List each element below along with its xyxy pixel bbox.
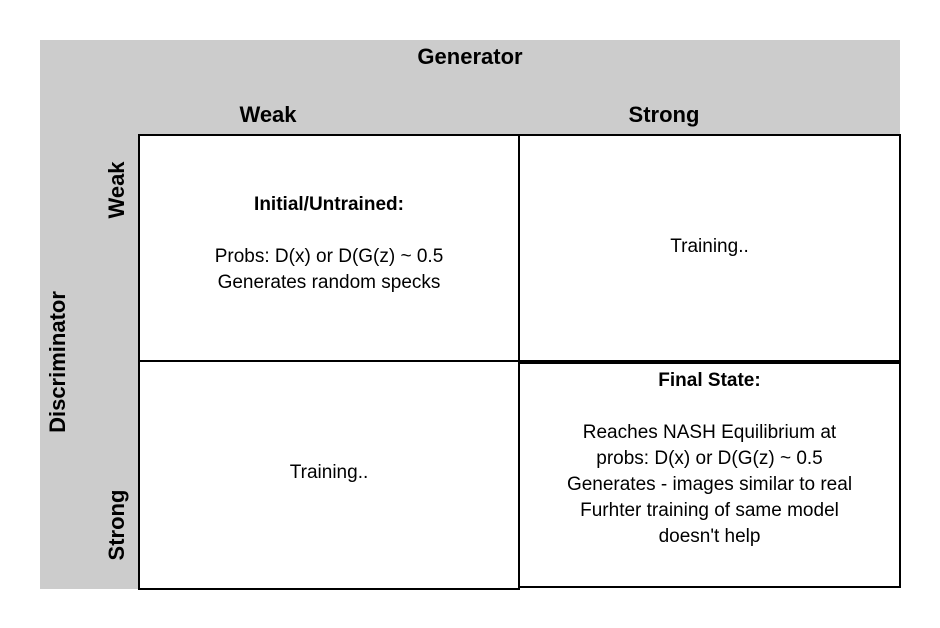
cell-line: doesn't help — [658, 526, 761, 547]
cell-title: Initial/Untrained: — [254, 194, 404, 215]
discriminator-header-band — [40, 135, 139, 589]
row-header-strong: Strong — [104, 489, 129, 561]
cell-weak-discriminator-weak-generator: Initial/Untrained: Probs: D(x) or D(G(z)… — [138, 134, 520, 362]
row-header-weak: Weak — [104, 161, 129, 219]
column-header-strong: Strong — [628, 102, 700, 127]
cell-content: Final State: Reaches NASH Equilibrium at… — [520, 368, 899, 550]
cell-text: Training.. — [670, 236, 749, 257]
cell-line: Probs: D(x) or D(G(z) ~ 0.5 — [214, 246, 444, 267]
cell-line: probs: D(x) or D(G(z) ~ 0.5 — [596, 448, 823, 469]
cell-line: Reaches NASH Equilibrium at — [582, 422, 837, 443]
cell-text: Training.. — [289, 462, 369, 483]
generator-axis-title: Generator — [417, 44, 523, 69]
generator-header-band — [40, 40, 900, 135]
cell-line: Generates - images similar to real — [566, 474, 853, 495]
discriminator-axis-title: Discriminator — [45, 291, 70, 433]
column-header-weak: Weak — [239, 102, 297, 127]
cell-weak-discriminator-strong-generator: Training.. — [518, 134, 901, 362]
cell-line: Furhter training of same model — [580, 500, 839, 521]
cell-strong-discriminator-weak-generator: Training.. — [138, 360, 520, 590]
cell-line: Generates random specks — [217, 272, 441, 293]
cell-title: Final State: — [658, 370, 761, 391]
cell-strong-discriminator-strong-generator: Final State: Reaches NASH Equilibrium at… — [518, 362, 901, 588]
cell-content: Initial/Untrained: Probs: D(x) or D(G(z)… — [140, 192, 518, 296]
